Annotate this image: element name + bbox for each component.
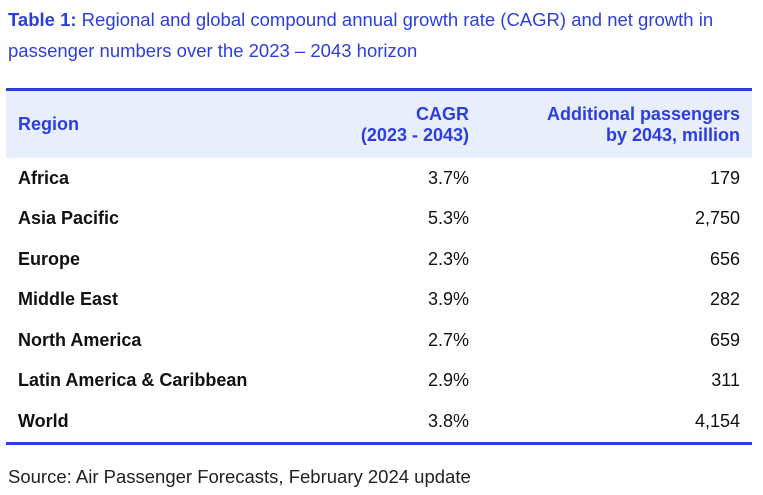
header-region: Region <box>6 91 286 158</box>
cell-cagr: 3.8% <box>427 410 469 431</box>
table-row: Asia Pacific 5.3% 2,750 <box>6 199 752 240</box>
cell-cagr: 2.9% <box>427 370 469 391</box>
table-header-row: Region CAGR (2023 - 2043) Additional pas… <box>6 91 752 158</box>
table-row: Europe 2.3% 656 <box>6 239 752 280</box>
cell-region: Latin America & Caribbean <box>18 370 248 391</box>
table-caption: Table 1: Regional and global compound an… <box>8 4 753 66</box>
table-header: Region CAGR (2023 - 2043) Additional pas… <box>6 91 752 158</box>
cell-region: Europe <box>18 248 81 269</box>
cell-cagr: 2.3% <box>427 248 469 269</box>
table-row: Africa 3.7% 179 <box>6 158 752 199</box>
cell-cagr: 5.3% <box>427 208 469 229</box>
cell-additional-passengers: 656 <box>709 248 740 269</box>
table-row: World 3.8% 4,154 <box>6 401 752 442</box>
cell-region: Middle East <box>18 289 119 310</box>
cell-region: North America <box>18 329 142 350</box>
table-row: Middle East 3.9% 282 <box>6 280 752 321</box>
header-cagr-line2: (2023 - 2043) <box>360 124 469 145</box>
cell-additional-passengers: 4,154 <box>694 410 740 431</box>
header-cagr-line1: CAGR <box>416 103 469 124</box>
cell-region: Asia Pacific <box>18 208 120 229</box>
cell-cagr: 3.9% <box>427 289 469 310</box>
cell-region: Africa <box>18 167 70 188</box>
header-pass-line2: by 2043, million <box>605 124 740 145</box>
table-row: North America 2.7% 659 <box>6 320 752 361</box>
cell-region: World <box>18 410 69 431</box>
data-table: Region CAGR (2023 - 2043) Additional pas… <box>6 91 752 442</box>
cell-additional-passengers: 179 <box>709 167 740 188</box>
header-region-label: Region <box>18 114 79 134</box>
table-body: Africa 3.7% 179 Asia Pacific 5.3% 2,750 … <box>6 158 752 442</box>
header-additional-passengers: Additional passengers by 2043, million <box>481 91 752 158</box>
cell-cagr: 2.7% <box>427 329 469 350</box>
cell-additional-passengers: 659 <box>709 329 740 350</box>
table-row: Latin America & Caribbean 2.9% 311 <box>6 361 752 402</box>
source-note: Source: Air Passenger Forecasts, Februar… <box>8 466 471 487</box>
data-table-container: Region CAGR (2023 - 2043) Additional pas… <box>6 88 752 445</box>
cell-additional-passengers: 2,750 <box>694 208 740 229</box>
cell-additional-passengers: 282 <box>709 289 740 310</box>
cell-cagr: 3.7% <box>427 167 469 188</box>
header-cagr: CAGR (2023 - 2043) <box>286 91 481 158</box>
cell-additional-passengers: 311 <box>711 370 740 391</box>
header-pass-line1: Additional passengers <box>546 103 740 124</box>
table-caption-lead: Table 1: <box>8 9 77 30</box>
table-caption-text: Regional and global compound annual grow… <box>8 9 714 61</box>
